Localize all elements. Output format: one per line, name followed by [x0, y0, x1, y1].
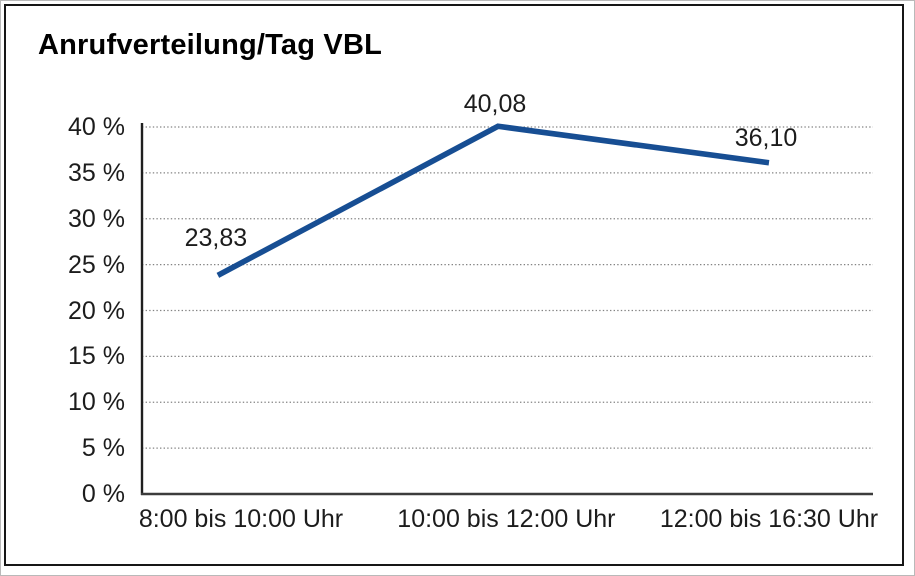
y-axis-tick-label: 0 % [81, 480, 125, 508]
x-axis-category-label: 8:00 bis 10:00 Uhr [138, 505, 344, 533]
data-line [216, 123, 770, 278]
x-axis-category-label: 10:00 bis 12:00 Uhr [397, 505, 616, 533]
chart-title: Anrufverteilung/Tag VBL [38, 29, 383, 61]
y-axis-tick-label: 15 % [68, 342, 125, 371]
y-axis-tick-label: 25 % [68, 250, 125, 279]
y-axis-tick-label: 35 % [68, 158, 125, 187]
data-point-label: 23,83 [184, 224, 248, 253]
data-point-label: 36,10 [734, 123, 798, 152]
y-axis-tick-label: 10 % [68, 388, 125, 417]
y-axis-tick-label: 20 % [68, 296, 125, 325]
x-axis-category-label: 12:00 bis 16:30 Uhr [659, 505, 879, 533]
y-axis-tick-label: 40 % [68, 113, 125, 141]
data-point-label: 40,08 [463, 90, 527, 119]
y-axis-tick-label: 5 % [81, 434, 125, 463]
y-axis-tick-label: 30 % [68, 204, 125, 233]
